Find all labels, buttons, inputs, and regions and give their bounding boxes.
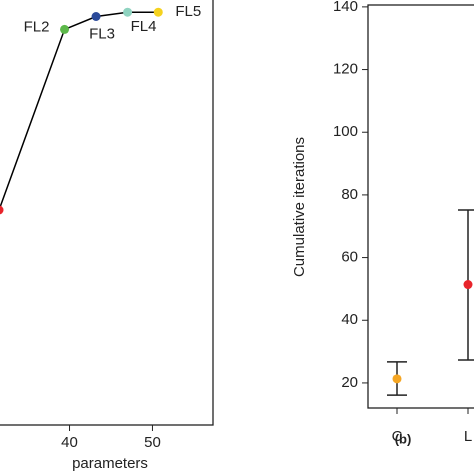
y-tick-label: 80	[341, 186, 358, 203]
point-label: FL5	[175, 3, 201, 20]
point-label: FL3	[89, 25, 115, 42]
point-label: FL4	[131, 18, 157, 35]
y-tick-label: 120	[333, 61, 358, 78]
plot-frame	[0, 0, 214, 426]
x-tick-label: 40	[61, 434, 78, 451]
point	[463, 280, 473, 290]
y-tick-label: 60	[341, 249, 358, 266]
point	[91, 12, 101, 21]
point-label: FL2	[24, 18, 50, 35]
y-tick-label: 40	[341, 311, 358, 328]
y-tick-label: 20	[341, 374, 358, 391]
y-tick-label: 140	[333, 0, 358, 15]
line	[0, 11, 159, 210]
point	[392, 374, 402, 384]
plot-frame	[367, 4, 474, 409]
point	[153, 7, 163, 17]
x-tick-label: 50	[144, 434, 161, 451]
panel-label: (b)	[395, 431, 412, 446]
x-tick-label: C	[392, 428, 403, 445]
x-axis-label: parameters	[72, 455, 148, 472]
point	[0, 205, 4, 215]
x-tick-label: L	[464, 428, 472, 445]
y-tick-label: 100	[333, 123, 358, 140]
y-axis-label: Cumulative iterations	[291, 137, 308, 277]
point	[60, 24, 70, 34]
point	[123, 7, 133, 17]
